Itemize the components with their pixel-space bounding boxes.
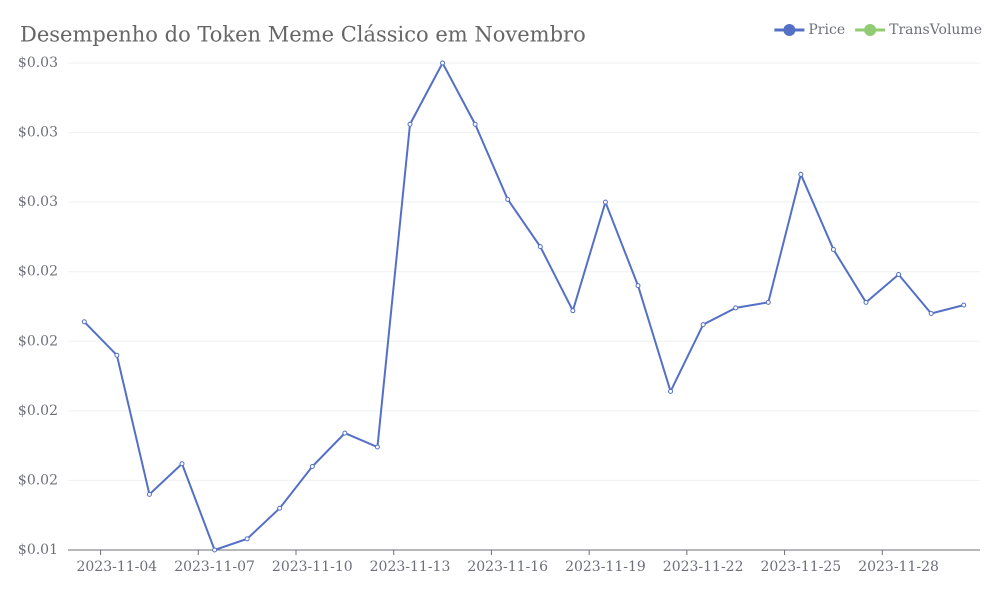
- data-point: [277, 505, 283, 511]
- x-tick-label: 2023-11-13: [370, 559, 451, 575]
- x-tick-label: 2023-11-22: [663, 559, 744, 575]
- data-point: [407, 121, 413, 127]
- data-point: [668, 388, 674, 394]
- legend-swatch-dot: [783, 24, 796, 36]
- data-point: [342, 430, 348, 436]
- data-point: [212, 547, 218, 553]
- x-tick-label: 2023-11-10: [272, 559, 353, 575]
- data-point: [798, 171, 804, 177]
- y-tick-label: $0.02: [18, 333, 58, 349]
- data-point: [81, 319, 87, 325]
- data-point: [179, 461, 185, 467]
- y-tick-label: $0.02: [18, 264, 58, 280]
- data-point: [440, 60, 446, 66]
- chart-title: Desempenho do Token Meme Clássico em Nov…: [20, 23, 586, 47]
- data-point: [830, 246, 836, 252]
- y-tick-label: $0.03: [18, 55, 58, 71]
- legend-label: TransVolume: [889, 22, 982, 38]
- data-point: [733, 305, 739, 311]
- legend-label: Price: [808, 22, 845, 38]
- legend: TransVolume Price: [774, 22, 982, 38]
- x-tick-label: 2023-11-07: [174, 559, 255, 575]
- data-point: [374, 444, 380, 450]
- data-point: [765, 299, 771, 305]
- price-line: [83, 60, 964, 552]
- data-point: [896, 271, 902, 277]
- data-point: [309, 464, 315, 470]
- data-point: [961, 302, 967, 308]
- data-point: [505, 196, 511, 202]
- data-point: [928, 310, 934, 316]
- data-point: [146, 491, 152, 497]
- x-tick-label: 2023-11-25: [760, 559, 841, 575]
- data-point: [114, 352, 120, 358]
- x-tick-label: 2023-11-04: [76, 559, 157, 575]
- y-tick-label: $0.03: [18, 125, 58, 141]
- data-point: [863, 299, 869, 305]
- data-point: [244, 536, 250, 542]
- data-point: [570, 308, 576, 314]
- y-tick-label: $0.01: [18, 542, 58, 558]
- legend-swatch-dot: [864, 24, 877, 36]
- x-tick-label: 2023-11-19: [565, 559, 646, 575]
- data-point: [635, 283, 641, 289]
- data-point: [472, 121, 478, 127]
- x-tick-label: 2023-11-16: [467, 559, 548, 575]
- data-point: [602, 199, 608, 205]
- y-tick-label: $0.02: [18, 403, 58, 419]
- data-point: [537, 244, 543, 250]
- y-tick-label: $0.03: [18, 194, 58, 210]
- data-point: [700, 322, 706, 328]
- y-tick-label: $0.02: [18, 472, 58, 488]
- x-tick-label: 2023-11-28: [858, 559, 939, 575]
